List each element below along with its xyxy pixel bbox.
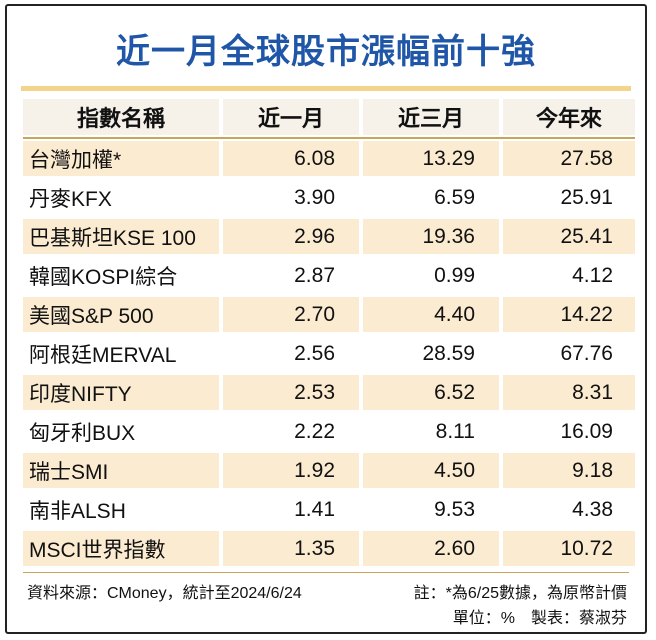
page-title: 近一月全球股市漲幅前十強: [116, 32, 536, 72]
index-name-cell: 韓國KOSPI綜合: [29, 265, 178, 289]
index-table: 指數名稱 近一月 近三月 今年來 台灣加權* 6.08 13.29 27.58 丹麥KF…: [23, 97, 635, 568]
infographic-frame: 近一月全球股市漲幅前十強 指數名稱 近一月 近三月 今年來 台灣加權* 6.08 1…: [5, 4, 647, 634]
three-months-cell: 28.59: [422, 341, 475, 365]
header-one-month: 近一月: [257, 106, 324, 131]
table-body: 台灣加權* 6.08 13.29 27.58 丹麥KFX 3.90 6.59 25.91 巴基斯…: [23, 139, 635, 568]
table-row: 台灣加權* 6.08 13.29 27.58: [23, 139, 635, 178]
one-month-cell: 1.41: [294, 497, 335, 521]
footer-divider: [23, 572, 629, 573]
table-row: 印度NIFTY 2.53 6.52 8.31: [23, 373, 635, 412]
ytd-cell: 25.91: [560, 185, 613, 209]
index-name-cell: 匈牙利BUX: [29, 421, 136, 445]
one-month-cell: 2.53: [294, 380, 335, 404]
header-index-name: 指數名稱: [76, 106, 165, 131]
footnote: 註：*為6/25數據，為原幣計價: [413, 585, 627, 602]
one-month-cell: 1.35: [294, 536, 335, 560]
table-header-row: 指數名稱 近一月 近三月 今年來: [23, 97, 635, 139]
ytd-cell: 4.38: [572, 497, 613, 521]
index-name-cell: 阿根廷MERVAL: [29, 343, 177, 367]
one-month-cell: 2.96: [294, 224, 335, 248]
one-month-cell: 2.22: [294, 419, 335, 443]
ytd-cell: 9.18: [572, 458, 613, 482]
three-months-cell: 4.50: [434, 458, 475, 482]
one-month-cell: 3.90: [294, 185, 335, 209]
table-row: 丹麥KFX 3.90 6.59 25.91: [23, 178, 635, 217]
index-name-cell: 巴基斯坦KSE 100: [29, 226, 196, 250]
ytd-cell: 25.41: [560, 224, 613, 248]
index-name-cell: 丹麥KFX: [29, 187, 112, 211]
unit-author-note: 單位：% 製表：蔡淑芬: [452, 610, 627, 627]
index-name-cell: 美國S&P 500: [29, 304, 154, 328]
index-name-cell: 台灣加權*: [29, 148, 122, 172]
three-months-cell: 4.40: [434, 302, 475, 326]
three-months-cell: 0.99: [434, 263, 475, 287]
one-month-cell: 2.56: [294, 341, 335, 365]
index-name-cell: MSCI世界指數: [29, 538, 166, 562]
index-name-cell: 南非ALSH: [29, 499, 126, 523]
ytd-cell: 16.09: [560, 419, 613, 443]
ytd-cell: 4.12: [572, 263, 613, 287]
ytd-cell: 10.72: [560, 536, 613, 560]
table-row: 巴基斯坦KSE 100 2.96 19.36 25.41: [23, 217, 635, 256]
three-months-cell: 8.11: [435, 419, 475, 443]
three-months-cell: 2.60: [434, 536, 475, 560]
table-row: 美國S&P 500 2.70 4.40 14.22: [23, 295, 635, 334]
index-name-cell: 印度NIFTY: [29, 382, 132, 406]
table-row: 阿根廷MERVAL 2.56 28.59 67.76: [23, 334, 635, 373]
title-divider: [21, 86, 631, 91]
table-row: 韓國KOSPI綜合 2.87 0.99 4.12: [23, 256, 635, 295]
header-three-months: 近三月: [397, 106, 464, 131]
table-row: 瑞士SMI 1.92 4.50 9.18: [23, 451, 635, 490]
ytd-cell: 27.58: [560, 146, 613, 170]
three-months-cell: 9.53: [434, 497, 475, 521]
header-ytd: 今年來: [535, 106, 602, 131]
ytd-cell: 67.76: [560, 341, 613, 365]
three-months-cell: 6.52: [434, 380, 475, 404]
three-months-cell: 6.59: [434, 185, 475, 209]
one-month-cell: 2.70: [294, 302, 335, 326]
table-row: 匈牙利BUX 2.22 8.11 16.09: [23, 412, 635, 451]
ytd-cell: 8.31: [572, 380, 613, 404]
one-month-cell: 1.92: [294, 458, 335, 482]
ytd-cell: 14.22: [560, 302, 613, 326]
one-month-cell: 6.08: [294, 146, 335, 170]
table-row: 南非ALSH 1.41 9.53 4.38: [23, 490, 635, 529]
three-months-cell: 13.29: [422, 146, 475, 170]
source-note: 資料來源：CMoney，統計至2024/6/24: [27, 585, 302, 602]
one-month-cell: 2.87: [294, 263, 335, 287]
table-row: MSCI世界指數 1.35 2.60 10.72: [23, 529, 635, 568]
three-months-cell: 19.36: [422, 224, 475, 248]
index-name-cell: 瑞士SMI: [29, 460, 109, 484]
